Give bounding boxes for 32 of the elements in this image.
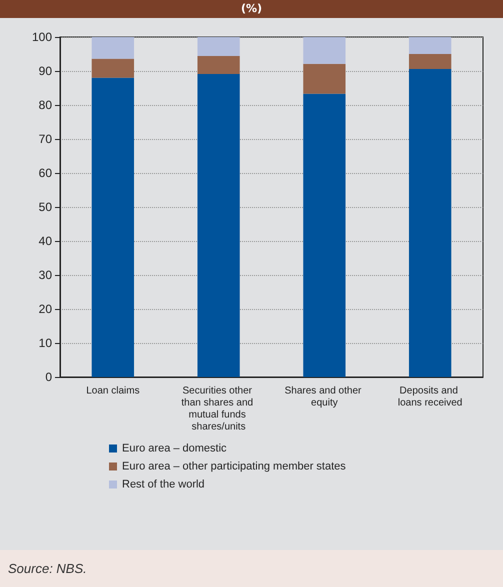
bar xyxy=(92,78,134,377)
y-tick-label: 70 xyxy=(38,132,52,146)
legend-label: Euro area – other participating member states xyxy=(122,460,346,472)
x-tick-label: Securities other than shares and mutual funds shares/units xyxy=(181,386,256,432)
bar xyxy=(197,56,240,74)
bar xyxy=(303,64,346,94)
y-tick-label: 20 xyxy=(38,302,52,316)
x-tick-label: Loan claims xyxy=(86,386,140,396)
source-note: Source: NBS. xyxy=(0,550,503,587)
y-tick-label: 90 xyxy=(38,64,52,78)
y-tick-label: 10 xyxy=(38,336,52,350)
y-tick-label: 40 xyxy=(38,234,52,248)
x-tick-label: Deposits and loans received xyxy=(398,386,462,408)
y-tick-label: 80 xyxy=(38,98,52,112)
y-tick-label: 50 xyxy=(38,200,52,214)
bar xyxy=(408,68,452,377)
bar xyxy=(408,37,452,54)
chart-title: (%) xyxy=(0,0,503,18)
legend-label: Euro area – domestic xyxy=(122,442,228,454)
bar xyxy=(92,58,134,78)
bar xyxy=(197,37,240,56)
bar xyxy=(303,37,346,64)
y-tick-label: 30 xyxy=(38,268,52,282)
legend-label: Rest of the world xyxy=(122,478,205,490)
bar xyxy=(408,54,452,69)
bar xyxy=(197,74,240,377)
bar xyxy=(92,37,134,59)
y-tick-label: 100 xyxy=(32,30,52,44)
x-tick-label: Shares and other equity xyxy=(284,386,364,408)
y-tick-label: 0 xyxy=(45,370,52,384)
y-tick-label: 60 xyxy=(38,166,52,180)
bar xyxy=(303,94,346,377)
